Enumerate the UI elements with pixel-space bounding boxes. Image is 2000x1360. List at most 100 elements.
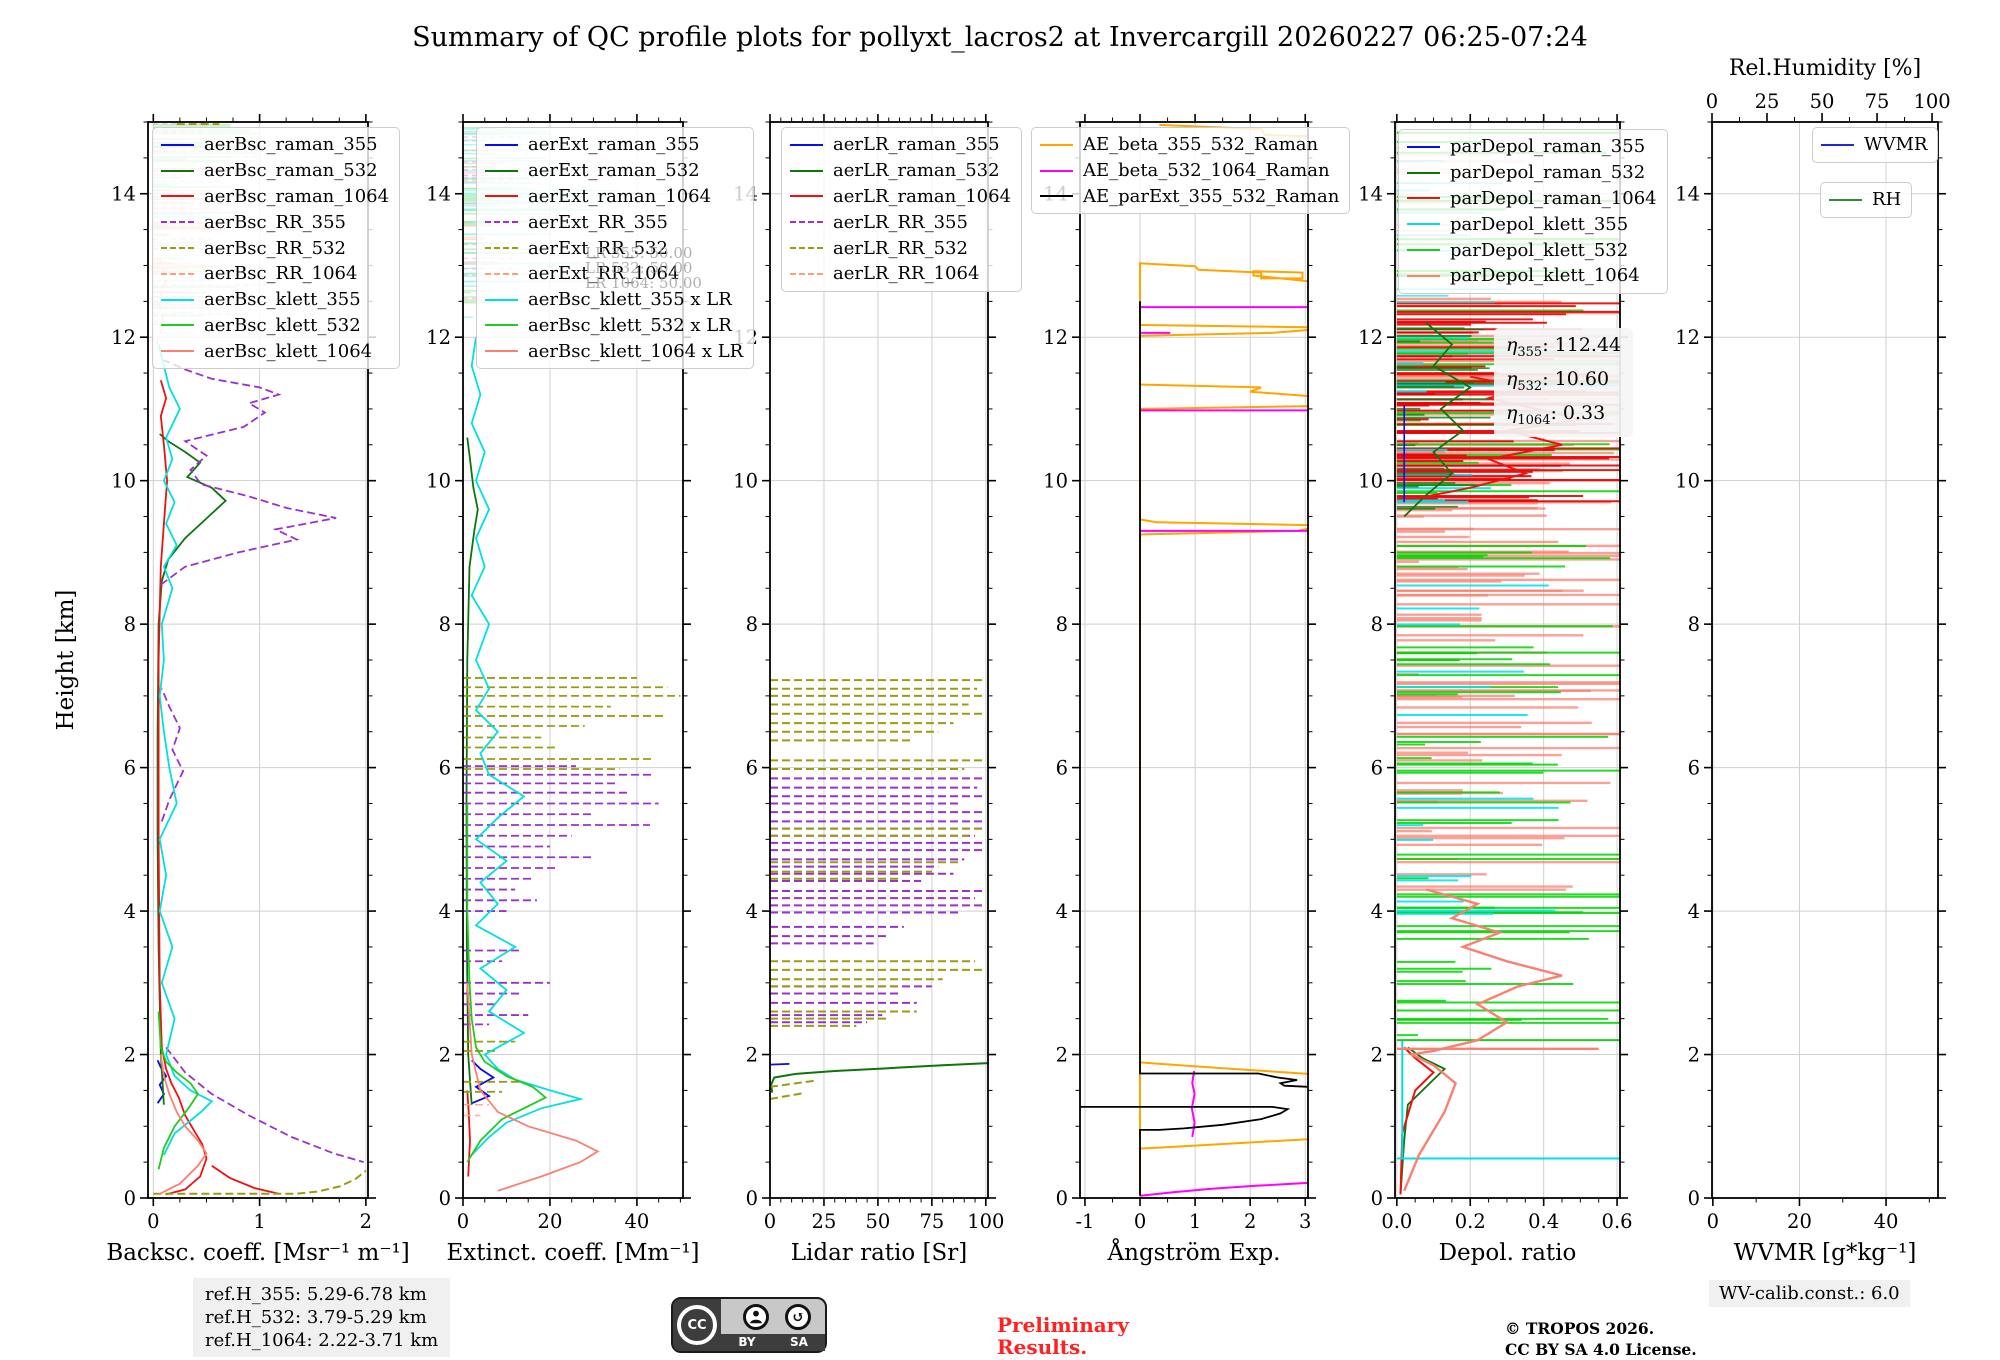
x-axis-label-panel-6: WVMR [g*kg⁻¹] [1733, 1240, 1917, 1266]
y-tick-label: 14 [426, 183, 451, 206]
legend-label: AE_parExt_355_532_Raman [1083, 185, 1340, 207]
y-tick-label: 12 [111, 326, 136, 349]
gridlines [1080, 122, 1308, 1198]
tick-labels: 0 2 4 6 8 10 12 14 0.0 0.2 0.4 0.6 [1358, 183, 1632, 1233]
eta-annotation-row: η355: 112.44 [1506, 334, 1622, 360]
x-tick-label: 100 [967, 1210, 1004, 1233]
legend-line-sample [790, 221, 823, 224]
legend-item: AE_parExt_355_532_Raman [1040, 184, 1339, 210]
legend-line-sample [161, 143, 194, 146]
legend-label: aerBsc_raman_1064 [204, 185, 390, 207]
legend-label: aerExt_RR_1064 [528, 263, 680, 285]
x-tick-label: 75 [919, 1210, 944, 1233]
y-tick-label: 12 [1358, 326, 1383, 349]
legend-line-sample [790, 247, 823, 250]
axis-ticks [1387, 114, 1628, 1206]
legend-line-sample [161, 195, 194, 198]
x-axis-label-panel-4: Ångström Exp. [1107, 1240, 1281, 1266]
x-tick-label: 0 [457, 1210, 469, 1233]
panel-3: 024681012140255075100 [733, 114, 1004, 1233]
y-tick-label: 6 [1688, 757, 1700, 780]
y-tick-label: 10 [733, 470, 758, 493]
aerBsc_RR_355 [160, 359, 337, 586]
legend-item: parDepol_raman_532 [1407, 160, 1657, 186]
legend-item: aerLR_raman_1064 [790, 184, 1011, 210]
legend-item: parDepol_raman_355 [1407, 134, 1657, 160]
y-tick-label: 0 [746, 1187, 758, 1210]
y-tick-label: 8 [1056, 613, 1068, 636]
y-tick-label: 4 [1688, 900, 1700, 923]
y-tick-label: 10 [426, 470, 451, 493]
legend-label: parDepol_raman_532 [1450, 162, 1646, 184]
legend-label: aerBsc_klett_532 [204, 314, 361, 336]
parDepol_raman_532 [1399, 1046, 1447, 1195]
legend-item: AE_beta_532_1064_Raman [1040, 158, 1339, 184]
panel-border [1711, 121, 1939, 1199]
legend-item: aerLR_raman_532 [790, 158, 1011, 184]
legend-item: parDepol_klett_355 [1407, 211, 1657, 237]
cc-badge-labels: BY SA [721, 1334, 825, 1351]
legend-item: aerExt_raman_1064 [485, 184, 743, 210]
legend-panel-6: WVMR [1812, 127, 1939, 163]
preliminary-results-note: Preliminary Results. [997, 1314, 1129, 1358]
parDepol_raman_532 [1403, 322, 1472, 518]
legend-line-sample [485, 169, 518, 172]
x-tick-label: 40 [624, 1210, 649, 1233]
legend-item: aerBsc_RR_1064 [161, 261, 389, 287]
aerBsc_raman_532 [156, 433, 227, 1105]
legend-label: parDepol_klett_532 [1450, 239, 1629, 261]
tick-labels: 024681012140255075100 [733, 183, 1004, 1233]
legend-label: aerLR_raman_355 [833, 134, 1000, 156]
legend-label: aerExt_raman_1064 [528, 185, 712, 207]
y-tick-label: 10 [1358, 470, 1383, 493]
legend-panel-5: parDepol_raman_355 parDepol_raman_532 parD… [1398, 129, 1668, 294]
legend-label: aerLR_RR_1064 [833, 263, 980, 285]
legend-line-sample [161, 298, 194, 301]
legend-item: aerExt_raman_355 [485, 132, 743, 158]
x-tick-label: 2 [360, 1210, 372, 1233]
legend-line-sample [161, 221, 194, 224]
aerBsc_klett_532 [157, 1011, 200, 1170]
legend-line-sample [1407, 145, 1440, 148]
legend-panel-2: aerExt_raman_355 aerExt_raman_532 aerExt_r… [476, 127, 755, 370]
legend-label: aerBsc_RR_355 [204, 211, 346, 233]
y-tick-label: 0 [1056, 1187, 1068, 1210]
data-series [770, 679, 988, 1100]
axis-ticks [140, 114, 376, 1206]
y-tick-label: 10 [111, 470, 136, 493]
legend-label: aerBsc_klett_532 x LR [528, 314, 732, 336]
legend-panel-3: aerLR_raman_355 aerLR_raman_532 aerLR_rama… [781, 127, 1023, 292]
y-tick-label: 2 [1056, 1044, 1068, 1067]
x-axis-label-panel-2: Extinct. coeff. [Mm⁻¹] [446, 1240, 700, 1266]
legend-label: aerBsc_klett_355 [204, 289, 361, 311]
cc-by-person-icon [743, 1304, 769, 1330]
legend-line-sample [485, 221, 518, 224]
legend-label: aerLR_raman_1064 [833, 185, 1012, 207]
y-tick-label: 0 [1688, 1187, 1700, 1210]
legend-label: parDepol_raman_355 [1450, 136, 1646, 158]
x-tick-label: 0.0 [1381, 1210, 1412, 1233]
legend-item: aerBsc_RR_532 [161, 235, 389, 261]
legend-item: parDepol_raman_1064 [1407, 186, 1657, 212]
y-tick-label: 8 [124, 613, 136, 636]
AE_parExt_355_532_Raman [1080, 1106, 1291, 1196]
legend-item: aerBsc_klett_355 x LR [485, 287, 743, 313]
y-tick-label: 8 [1688, 613, 1700, 636]
ref-height-355: ref.H_355: 5.29-6.78 km [205, 1284, 427, 1305]
AE_beta_355_532_Raman [1139, 405, 1308, 410]
y-tick-label: 14 [1675, 183, 1700, 206]
aerExt_raman_1064 [466, 1090, 471, 1177]
AE_beta_355_532_Raman [1139, 1061, 1308, 1138]
y-tick-label: 8 [1371, 613, 1383, 636]
legend-line-sample [161, 272, 194, 275]
y-tick-label: 0 [1371, 1187, 1383, 1210]
legend-line-sample [161, 169, 194, 172]
legend-line-sample [485, 350, 518, 353]
legend-line-sample [1040, 169, 1073, 172]
legend-item: aerBsc_klett_532 x LR [485, 313, 743, 339]
legend-label: aerBsc_klett_1064 [204, 340, 373, 362]
legend-label: AE_beta_532_1064_Raman [1083, 160, 1330, 182]
legend-label: aerExt_raman_532 [528, 160, 700, 182]
legend-label: aerBsc_RR_532 [204, 237, 346, 259]
figure-title: Summary of QC profile plots for pollyxt_… [412, 22, 1588, 53]
